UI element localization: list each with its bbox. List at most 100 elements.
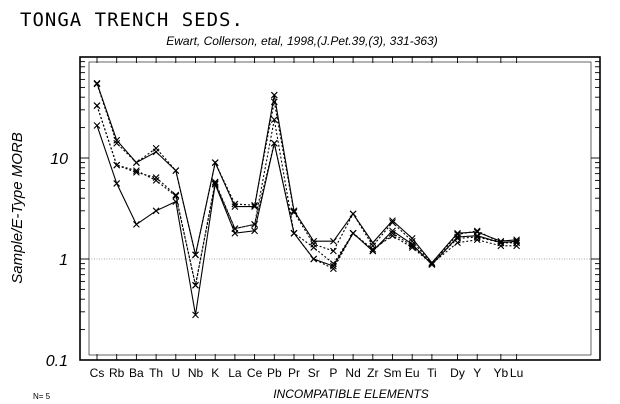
data-point	[152, 177, 160, 184]
x-tick-label: P	[329, 366, 337, 380]
x-tick-label: Cs	[90, 366, 105, 380]
data-point	[408, 240, 416, 248]
data-point	[369, 245, 377, 253]
data-point	[231, 229, 239, 237]
data-point	[428, 260, 436, 268]
data-point	[330, 265, 337, 273]
data-point	[473, 232, 481, 240]
x-tick-label: Th	[149, 366, 163, 380]
data-point	[93, 122, 101, 129]
x-tick-label: Nb	[188, 366, 204, 380]
series-line	[96, 125, 517, 315]
series-line	[96, 105, 517, 286]
data-point	[133, 159, 140, 167]
data-point	[192, 281, 199, 289]
data-point	[152, 174, 160, 181]
x-tick-label: Eu	[405, 366, 420, 380]
series-line	[96, 105, 517, 286]
chart-subtitle: Ewart, Collerson, etal, 1998,(J.Pet.39,(…	[166, 34, 437, 48]
x-tick-label: Rb	[109, 366, 125, 380]
x-tick-label: Sr	[308, 366, 320, 380]
data-point	[513, 237, 520, 245]
x-tick-label: Zr	[367, 366, 378, 380]
x-tick-label: Pb	[267, 366, 282, 380]
data-point	[389, 227, 396, 235]
data-point	[172, 191, 180, 199]
x-tick-label: Dy	[450, 366, 465, 380]
x-tick-label: K	[211, 366, 219, 380]
data-point	[231, 200, 239, 208]
data-point	[497, 242, 505, 250]
data-point	[473, 227, 481, 235]
data-point	[172, 198, 180, 206]
data-point	[497, 239, 505, 247]
y-axis-label: Sample/E-Type MORB	[9, 132, 26, 283]
x-tick-label: Nd	[345, 366, 360, 380]
data-point	[270, 91, 278, 99]
data-point	[270, 116, 278, 123]
data-point	[152, 207, 160, 215]
data-point	[290, 208, 298, 216]
data-point	[211, 180, 219, 188]
data-point	[408, 234, 416, 242]
data-point	[172, 192, 180, 200]
data-point	[389, 232, 396, 240]
plot-area: 0.1 1 10 Cs Rb Ba Th U Nb K La Ce Pb Pr Sr P Nd Zr Sm Eu Ti D…	[46, 56, 601, 380]
data-point	[93, 102, 101, 110]
data-point	[389, 217, 396, 224]
data-point	[513, 239, 520, 247]
data-point	[192, 251, 199, 259]
data-point	[454, 239, 461, 247]
data-point	[211, 178, 219, 186]
plot-frame	[79, 56, 601, 361]
data-point	[251, 201, 258, 209]
y-tick-label: 10	[50, 151, 68, 168]
x-tick-label: Ti	[427, 366, 437, 380]
data-point	[389, 219, 396, 226]
data-point	[251, 227, 258, 235]
data-point	[133, 167, 140, 175]
x-tick-label: Lu	[510, 366, 523, 380]
data-point	[113, 161, 121, 169]
data-point	[270, 98, 278, 106]
n-count-label: N= 5	[33, 392, 51, 401]
data-point	[192, 311, 199, 319]
data-point	[93, 79, 101, 87]
data-point	[152, 144, 160, 152]
series-line	[96, 83, 517, 265]
data-point	[349, 229, 357, 237]
x-tick-label: Yb	[494, 366, 509, 380]
data-point	[428, 261, 436, 268]
data-point	[211, 159, 219, 167]
data-point	[172, 167, 180, 175]
series-line	[96, 83, 517, 264]
data-point	[369, 247, 377, 255]
chart-title: TONGA TRENCH SEDS.	[20, 9, 244, 31]
data-point	[330, 237, 337, 245]
x-tick-label: La	[228, 366, 242, 380]
data-point	[113, 139, 121, 147]
data-point	[349, 210, 357, 218]
data-point	[330, 247, 337, 255]
data-point	[290, 207, 298, 215]
data-point	[310, 237, 318, 245]
data-point	[310, 240, 318, 248]
x-tick-label: Ce	[247, 366, 263, 380]
x-tick-label: U	[171, 366, 180, 380]
data-point	[113, 180, 121, 187]
data-point	[330, 262, 337, 270]
data-point	[310, 244, 318, 251]
data-point	[133, 221, 140, 228]
plot-inner-frame	[88, 61, 592, 356]
data-point	[369, 239, 377, 247]
x-tick-label: Ba	[129, 366, 144, 380]
data-point	[270, 139, 278, 147]
data-point	[408, 242, 416, 250]
data-point	[454, 233, 461, 241]
y-tick-label: 0.1	[46, 353, 68, 370]
data-point	[93, 80, 101, 88]
x-tick-label: Sm	[384, 366, 402, 380]
x-tick-label: Y	[473, 366, 481, 380]
data-point	[310, 255, 318, 263]
